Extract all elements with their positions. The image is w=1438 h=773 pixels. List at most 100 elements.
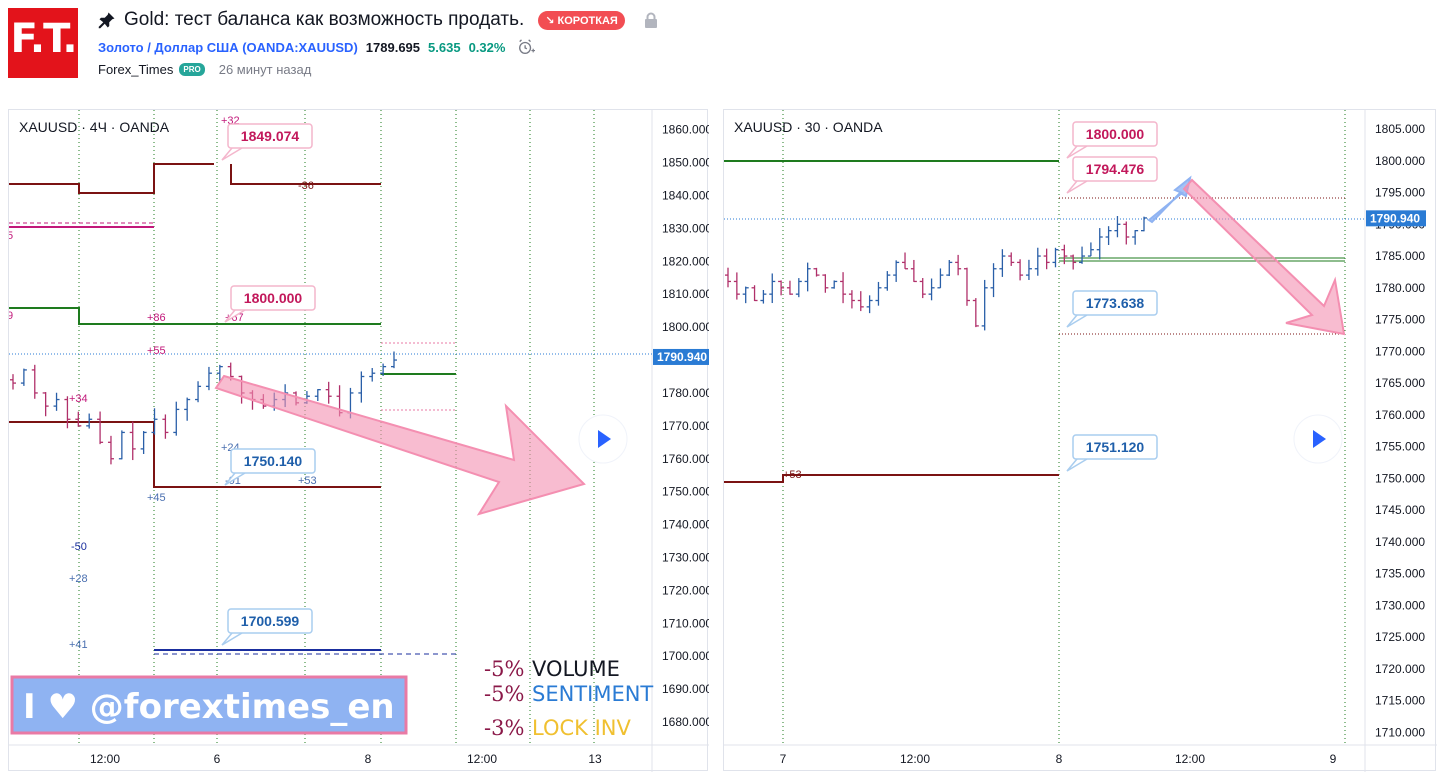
annotation-number: +45 <box>147 492 166 504</box>
ohlc-bar <box>1114 216 1121 238</box>
logo-text: F.T. <box>10 16 77 62</box>
ohlc-bar <box>866 295 873 314</box>
level-value: 1750.140 <box>244 453 303 469</box>
y-tick-label: 1770.000 <box>662 419 709 433</box>
symbol-change: 5.635 <box>428 39 461 55</box>
ohlc-bar <box>42 392 49 417</box>
ohlc-bar <box>1043 248 1050 270</box>
x-tick-label: 13 <box>588 752 602 766</box>
ohlc-bar <box>118 430 125 460</box>
ohlc-bar <box>173 401 180 436</box>
annotation-number: +28 <box>69 573 88 585</box>
published-time: 26 минут назад <box>218 62 312 77</box>
ohlc-bar <box>972 298 979 328</box>
ohlc-bar <box>884 271 891 291</box>
x-tick-label: 7 <box>780 752 787 766</box>
x-tick-label: 12:00 <box>1175 752 1205 766</box>
x-tick-label: 8 <box>1056 752 1063 766</box>
y-tick-label: 1710.000 <box>1375 725 1425 739</box>
x-tick-label: 12:00 <box>467 752 497 766</box>
ohlc-bar <box>955 254 962 276</box>
ohlc-bar <box>358 371 365 403</box>
pro-badge: PRO <box>179 63 205 76</box>
ohlc-bar <box>1070 254 1077 270</box>
y-tick-label: 1745.000 <box>1375 503 1425 517</box>
y-tick-label: 1730.000 <box>662 550 709 564</box>
forex-times-logo[interactable]: F.T. <box>8 8 78 78</box>
ohlc-bar <box>795 278 802 298</box>
y-tick-label: 1760.000 <box>662 452 709 466</box>
ohlc-bar <box>725 267 731 288</box>
annotation-number: -36 <box>298 180 314 192</box>
chart-4h-canvas[interactable]: +32-36+86+67+55+34+24-01+53+45-50+28+415… <box>9 110 709 772</box>
level-value: 1800.000 <box>244 290 303 306</box>
current-price-tag <box>1366 210 1426 227</box>
ohlc-bar <box>107 435 114 465</box>
symbol-change-pct: 0.32% <box>468 39 506 55</box>
y-tick-label: 1710.000 <box>662 616 709 630</box>
stat-percent: -5% <box>484 682 524 706</box>
ohlc-bar <box>129 421 136 461</box>
ohlc-bar <box>831 280 838 289</box>
ohlc-bar <box>162 414 169 439</box>
author-name[interactable]: Forex_Times <box>98 62 174 77</box>
y-tick-label: 1780.000 <box>1375 281 1425 295</box>
y-tick-label: 1810.000 <box>662 287 709 301</box>
x-tick-label: 12:00 <box>90 752 120 766</box>
ohlc-bar <box>75 411 82 427</box>
chart-30m-canvas[interactable]: +53 1800.000 1794.476 1773.638 1751.120 180… <box>724 110 1437 772</box>
ohlc-bar <box>822 274 829 293</box>
y-tick-label: 1780.000 <box>662 386 709 400</box>
ohlc-bar <box>946 260 953 277</box>
ohlc-bar <box>20 368 27 386</box>
ohlc-bar <box>733 272 740 300</box>
ohlc-bar <box>53 392 60 411</box>
ohlc-bar <box>751 285 758 302</box>
ohlc-bar <box>928 278 935 301</box>
level-value: 1800.000 <box>1086 126 1145 142</box>
ohlc-bar <box>380 363 387 376</box>
annotation-number: +34 <box>69 393 88 405</box>
level-value: 1700.599 <box>241 613 300 629</box>
ohlc-bar <box>999 249 1006 277</box>
y-tick-label: 1750.000 <box>662 485 709 499</box>
annotation-number: +53 <box>783 469 802 481</box>
ohlc-bar <box>1017 259 1024 281</box>
annotation-number: +86 <box>147 312 166 324</box>
y-tick-label: 1715.000 <box>1375 694 1425 708</box>
annotation-number: +41 <box>69 639 88 651</box>
ohlc-bar <box>1025 259 1032 280</box>
ohlc-bar <box>216 364 223 383</box>
chart-4h[interactable]: +32-36+86+67+55+34+24-01+53+45-50+28+415… <box>8 109 709 772</box>
ohlc-bar <box>1079 246 1086 264</box>
annotation-number: -50 <box>71 541 87 553</box>
ohlc-bar <box>1123 221 1130 245</box>
ohlc-bar <box>875 281 882 306</box>
x-tick-label: 9 <box>1330 752 1337 766</box>
ohlc-bar <box>1087 242 1094 257</box>
author-row: Forex_Times PRO 26 минут назад <box>98 62 311 77</box>
ohlc-bar <box>314 389 321 401</box>
ohlc-bar <box>64 396 71 429</box>
y-tick-label: 1740.000 <box>1375 535 1425 549</box>
ohlc-bar <box>848 290 855 309</box>
ohlc-bar <box>369 368 376 382</box>
alarm-clock-icon[interactable] <box>517 38 536 56</box>
current-price-label: 1790.940 <box>657 350 707 364</box>
y-tick-label: 1755.000 <box>1375 440 1425 454</box>
level-value: 1794.476 <box>1086 161 1145 177</box>
ohlc-bar <box>786 280 793 295</box>
ohlc-bar <box>86 413 93 429</box>
ohlc-bar <box>1105 226 1112 245</box>
y-tick-label: 1720.000 <box>1375 662 1425 676</box>
symbol-link[interactable]: Золото / Доллар США (OANDA:XAUUSD) <box>98 39 358 55</box>
y-tick-label: 1785.000 <box>1375 249 1425 263</box>
idea-title-row: Gold: тест баланса как возможность прода… <box>98 9 659 31</box>
ohlc-bar <box>10 374 16 390</box>
ohlc-bar <box>857 291 864 312</box>
y-tick-label: 1720.000 <box>662 583 709 597</box>
ohlc-bar <box>140 431 147 455</box>
y-tick-label: 1770.000 <box>1375 344 1425 358</box>
chart-30m[interactable]: +53 1800.000 1794.476 1773.638 1751.120 180… <box>723 109 1437 772</box>
y-tick-label: 1805.000 <box>1375 122 1425 136</box>
